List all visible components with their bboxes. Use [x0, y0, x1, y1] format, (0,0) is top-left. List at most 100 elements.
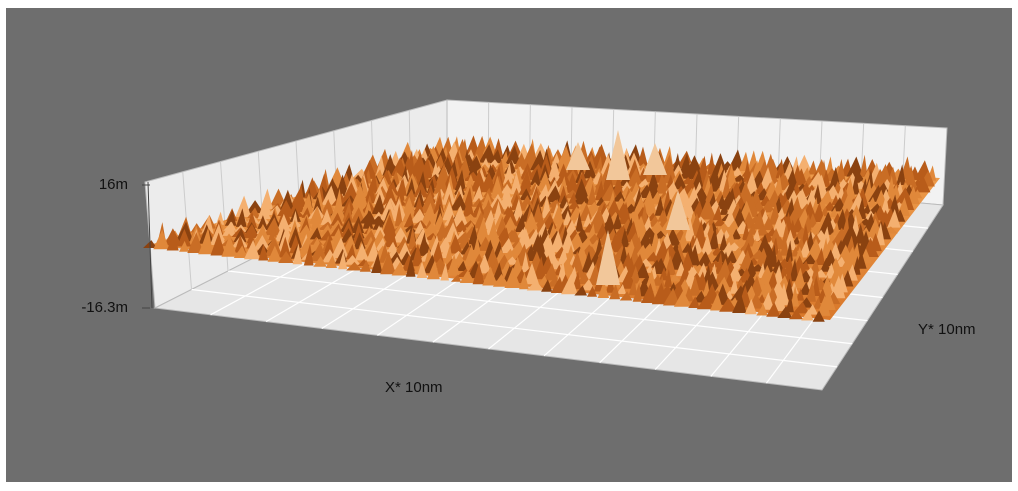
surface-spike — [474, 253, 484, 262]
surface-spike — [382, 154, 398, 176]
surface-spike — [313, 256, 327, 267]
surface-spike — [431, 241, 444, 263]
surface-spike — [319, 224, 334, 236]
surface-spike — [801, 309, 814, 321]
surface-spike — [859, 154, 868, 178]
surface-spike — [812, 310, 825, 322]
surface-spike — [270, 188, 287, 206]
surface-spike — [431, 161, 440, 179]
surface-spike — [794, 246, 805, 264]
surface-spike — [345, 243, 357, 260]
surface-spike — [301, 207, 312, 218]
surface-spike — [553, 168, 572, 188]
surface-spike — [794, 237, 806, 251]
surface-spike — [551, 203, 564, 225]
surface-spike — [466, 174, 475, 186]
surface-spike — [278, 251, 294, 263]
surface-spike — [478, 143, 496, 163]
surface-spike — [342, 201, 353, 222]
surface-spike — [632, 282, 643, 302]
surface-spike — [594, 180, 606, 201]
surface-spike — [788, 310, 804, 320]
surface-spike — [440, 262, 449, 281]
surface-spike — [580, 278, 596, 291]
surface-spike — [557, 247, 569, 265]
surface-spike — [422, 221, 439, 235]
surface-spike — [621, 191, 638, 208]
surface-spike — [744, 298, 757, 315]
surface-spike — [505, 145, 521, 165]
surface-spike — [619, 291, 633, 301]
surface-spike — [913, 174, 931, 193]
surface-spike — [886, 166, 898, 185]
surface-spike — [246, 200, 264, 214]
surface-spike — [550, 276, 566, 293]
surface-spike — [522, 143, 539, 165]
surface-spike — [817, 212, 835, 235]
surface-spike — [770, 259, 786, 274]
surface-spike — [775, 158, 786, 179]
surface-spike — [700, 233, 713, 255]
surface-spike — [548, 158, 560, 177]
surface-spike — [435, 221, 449, 242]
surface-spike — [403, 212, 415, 228]
surface-spike — [689, 275, 701, 296]
surface-spike — [832, 221, 841, 236]
surface-spike — [411, 243, 424, 267]
surface-spike — [296, 224, 314, 239]
surface-spike — [320, 199, 335, 215]
surface-spike — [814, 247, 826, 266]
surface-spike — [760, 200, 776, 213]
surface-spike — [321, 185, 338, 205]
surface-spike — [816, 295, 831, 316]
surface-spike — [500, 205, 518, 226]
surface-spike — [539, 163, 551, 181]
surface-spike — [618, 201, 632, 225]
surface-spike — [566, 244, 575, 260]
surface-spike — [371, 194, 386, 215]
surface-spike — [366, 241, 381, 262]
surface-spike — [279, 236, 292, 258]
surface-spike — [545, 185, 563, 203]
surface-spike — [768, 202, 781, 225]
surface-spike — [518, 179, 533, 195]
surface-spike — [514, 213, 527, 232]
surface-spike — [221, 234, 238, 257]
surface-spike — [209, 223, 226, 245]
surface-spike — [408, 226, 417, 250]
surface-spike — [243, 239, 261, 260]
surface-spike — [774, 248, 784, 262]
surface-spike — [503, 216, 518, 232]
surface-spike — [545, 170, 562, 182]
surface-spike — [646, 171, 661, 194]
surface-spike — [416, 261, 428, 278]
surface-spike — [766, 302, 781, 317]
surface-spike — [412, 181, 429, 198]
surface-spike — [558, 205, 574, 220]
surface-spike — [504, 266, 521, 288]
surface-spike — [777, 306, 793, 318]
surface-spike — [502, 248, 516, 259]
surface-spike — [587, 223, 596, 239]
surface-spike — [673, 290, 692, 307]
surface-spike — [463, 244, 478, 267]
surface-spike — [582, 160, 597, 179]
surface-spike — [578, 203, 593, 222]
surface-spike — [258, 243, 269, 261]
surface-spike — [364, 181, 376, 204]
surface-spike — [402, 202, 416, 222]
surface-spike — [725, 165, 738, 187]
surface-spike — [506, 228, 521, 243]
surface-spike — [687, 244, 700, 266]
surface-spike — [880, 194, 890, 215]
surface-peak — [643, 143, 667, 175]
surface-spike — [247, 207, 261, 218]
x-axis-label: X* 10nm — [385, 379, 443, 396]
surface-spike — [325, 255, 337, 268]
surface-spike — [570, 250, 584, 272]
surface-spike — [719, 233, 728, 251]
surface-spike — [492, 138, 504, 159]
surface-spike — [619, 228, 630, 248]
surface-spike — [854, 223, 866, 244]
surface-spike — [769, 244, 778, 267]
